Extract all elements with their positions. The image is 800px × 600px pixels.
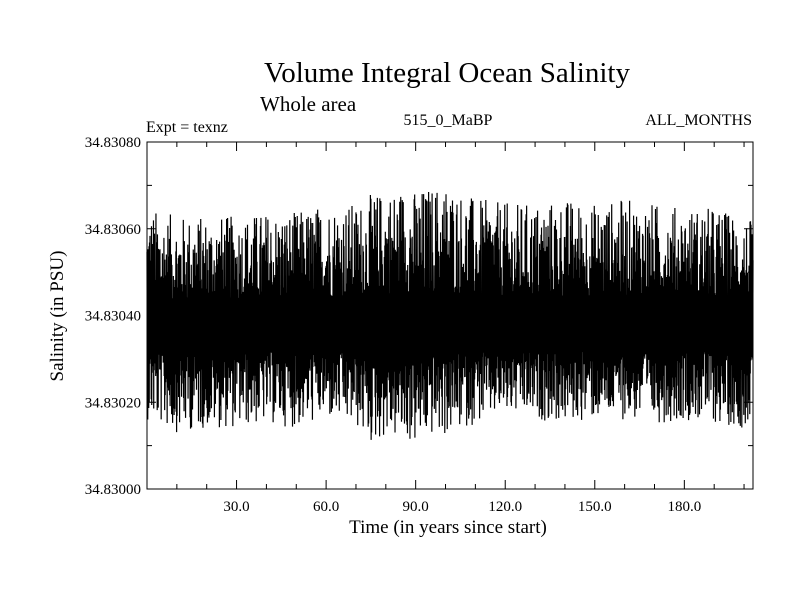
x-tick-label: 180.0 [667, 499, 701, 515]
y-tick-label: 34.83080 [85, 135, 141, 151]
experiment-label: Expt = texnz [146, 119, 228, 136]
y-tick-label: 34.83060 [85, 222, 141, 238]
x-tick-label: 150.0 [578, 499, 612, 515]
y-tick-label: 34.83000 [85, 482, 141, 498]
x-axis-label: Time (in years since start) [349, 517, 547, 538]
salinity-series-line [146, 191, 754, 440]
y-axis-label: Salinity (in PSU) [47, 251, 68, 382]
chart-subtitle: Whole area [260, 92, 357, 116]
months-label: ALL_MONTHS [645, 112, 752, 129]
axes-layer: 30.0 60.0 90.0 120.0 150.0 180.0 34.83000 34.83… [85, 135, 754, 515]
y-tick-label: 34.83020 [85, 395, 141, 411]
period-label: 515_0_MaBP [404, 112, 493, 129]
x-tick-label: 120.0 [488, 499, 522, 515]
y-tick-label: 34.83040 [85, 309, 141, 325]
series-layer [146, 191, 754, 440]
x-tick-label: 90.0 [403, 499, 429, 515]
x-tick-label: 30.0 [223, 499, 249, 515]
x-tick-label: 60.0 [313, 499, 339, 515]
chart-title: Volume Integral Ocean Salinity [264, 57, 630, 89]
